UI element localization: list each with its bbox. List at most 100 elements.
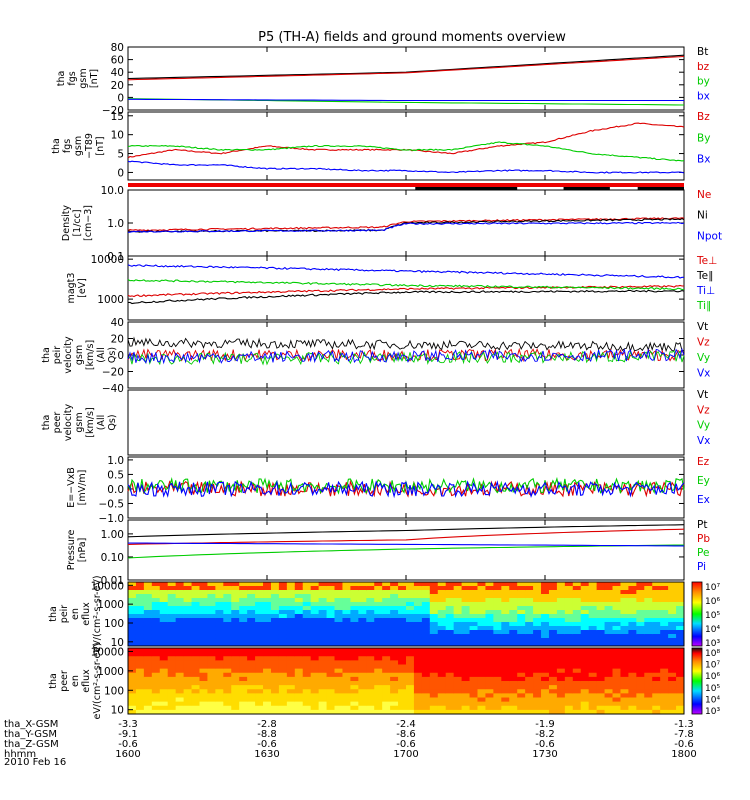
spectrogram-cell xyxy=(453,652,463,657)
spectrogram-cell xyxy=(636,681,645,686)
spectrogram-cell xyxy=(525,652,534,657)
spectrogram-cell xyxy=(612,668,621,674)
spectrogram-cell xyxy=(255,638,264,643)
spectrogram-cell xyxy=(612,701,621,707)
spectrogram-cell xyxy=(278,660,288,665)
spectrogram-cell xyxy=(255,582,264,587)
spectrogram-cell xyxy=(390,630,399,635)
panel-frame xyxy=(127,581,685,647)
y-axis-label-line: peer xyxy=(59,670,70,692)
spectrogram-cell xyxy=(223,598,232,603)
spectrogram-cell xyxy=(548,594,558,599)
spectrogram-cell xyxy=(159,676,169,682)
spectrogram-cell xyxy=(572,705,582,711)
spectrogram-cell xyxy=(604,602,614,607)
spectrogram-cell xyxy=(239,634,248,639)
spectrogram-cell xyxy=(620,664,629,670)
spectrogram-cell xyxy=(596,618,606,623)
spectrogram-cell xyxy=(509,618,518,623)
spectrogram-cell xyxy=(413,622,423,627)
spectrogram-cell xyxy=(676,664,685,670)
spectrogram-cell xyxy=(604,648,614,653)
spectrogram-cell xyxy=(310,606,320,611)
spectrogram-cell xyxy=(143,602,153,607)
spectrogram-cell xyxy=(398,598,407,603)
spectrogram-cell xyxy=(469,660,478,665)
spectrogram-cell xyxy=(342,606,351,611)
spectrogram-cell xyxy=(413,594,423,599)
spectrogram-cell xyxy=(469,594,478,599)
spectrogram-cell xyxy=(390,622,399,627)
spectrogram-cell xyxy=(270,598,280,603)
spectrogram-cell xyxy=(334,626,343,631)
spectrogram-cell xyxy=(247,701,256,707)
spectrogram-cell xyxy=(580,586,590,591)
spectrogram-cell xyxy=(223,586,232,591)
spectrogram-cell xyxy=(628,590,637,595)
spectrogram-cell xyxy=(596,697,606,703)
spectrogram-cell xyxy=(199,689,208,694)
spectrogram-cell xyxy=(286,582,296,587)
spectrogram-cell xyxy=(135,664,145,670)
spectrogram-cell xyxy=(310,689,320,694)
spectrogram-cell xyxy=(231,648,240,653)
ephemeris-value: -9.1 xyxy=(118,729,138,740)
spectrogram-cell xyxy=(318,685,328,690)
spectrogram-cell xyxy=(128,681,137,686)
spectrogram-cell xyxy=(493,634,502,639)
spectrogram-cell xyxy=(572,656,582,661)
spectrogram-cell xyxy=(159,618,169,623)
spectrogram-cell xyxy=(167,590,177,595)
spectrogram-cell xyxy=(612,634,621,639)
spectrogram-cell xyxy=(453,689,463,694)
spectrogram-cell xyxy=(334,590,343,595)
spectrogram-cell xyxy=(255,664,264,670)
y-tick-label: 10 xyxy=(111,130,124,142)
spectrogram-cell xyxy=(382,610,391,615)
spectrogram-cell xyxy=(302,664,312,670)
spectrogram-cell xyxy=(509,660,518,665)
spectrogram-cell xyxy=(143,622,153,627)
spectrogram-cell xyxy=(564,652,574,657)
spectrogram-cell xyxy=(517,622,526,627)
spectrogram-cell xyxy=(143,705,153,711)
spectrogram-cell xyxy=(239,660,248,665)
spectrogram-cell xyxy=(199,685,208,690)
spectrogram-cell xyxy=(231,689,240,694)
spectrogram-cell xyxy=(175,630,185,635)
spectrogram-cell xyxy=(199,582,208,587)
spectrogram-cell xyxy=(636,602,645,607)
spectrogram-cell xyxy=(485,638,494,643)
spectrogram-cell xyxy=(398,664,407,670)
spectrogram-cell xyxy=(382,668,391,674)
spectrogram-cell xyxy=(676,693,685,698)
spectrogram-cell xyxy=(191,656,200,661)
spectrogram-cell xyxy=(556,664,566,670)
spectrogram-cell xyxy=(286,614,296,619)
spectrogram-cell xyxy=(318,614,328,619)
spectrogram-cell xyxy=(612,685,621,690)
spectrogram-cell xyxy=(469,630,478,635)
spectrogram-cell xyxy=(302,630,312,635)
spectrogram-cell xyxy=(556,598,566,603)
spectrogram-cell xyxy=(564,648,574,653)
ephemeris-value: -0.6 xyxy=(535,739,555,750)
spectrogram-cell xyxy=(374,594,383,599)
spectrogram-cell xyxy=(644,660,653,665)
spectrogram-cell xyxy=(390,598,399,603)
spectrogram-cell xyxy=(247,689,256,694)
spectrogram-cell xyxy=(128,590,137,595)
spectrogram-cell xyxy=(604,642,614,647)
spectrogram-cell xyxy=(413,664,423,670)
spectrogram-cell xyxy=(533,701,542,707)
spectrogram-cell xyxy=(302,648,312,653)
spectrogram-cell xyxy=(223,626,232,631)
spectrogram-cell xyxy=(199,602,208,607)
spectrogram-cell xyxy=(525,610,534,615)
spectrogram-cell xyxy=(628,622,637,627)
legend-entry: Vy xyxy=(697,352,710,364)
spectrogram-cell xyxy=(588,693,598,698)
spectrogram-cell xyxy=(199,642,208,647)
spectrogram-cell xyxy=(485,642,494,647)
spectrogram-cell xyxy=(167,598,177,603)
